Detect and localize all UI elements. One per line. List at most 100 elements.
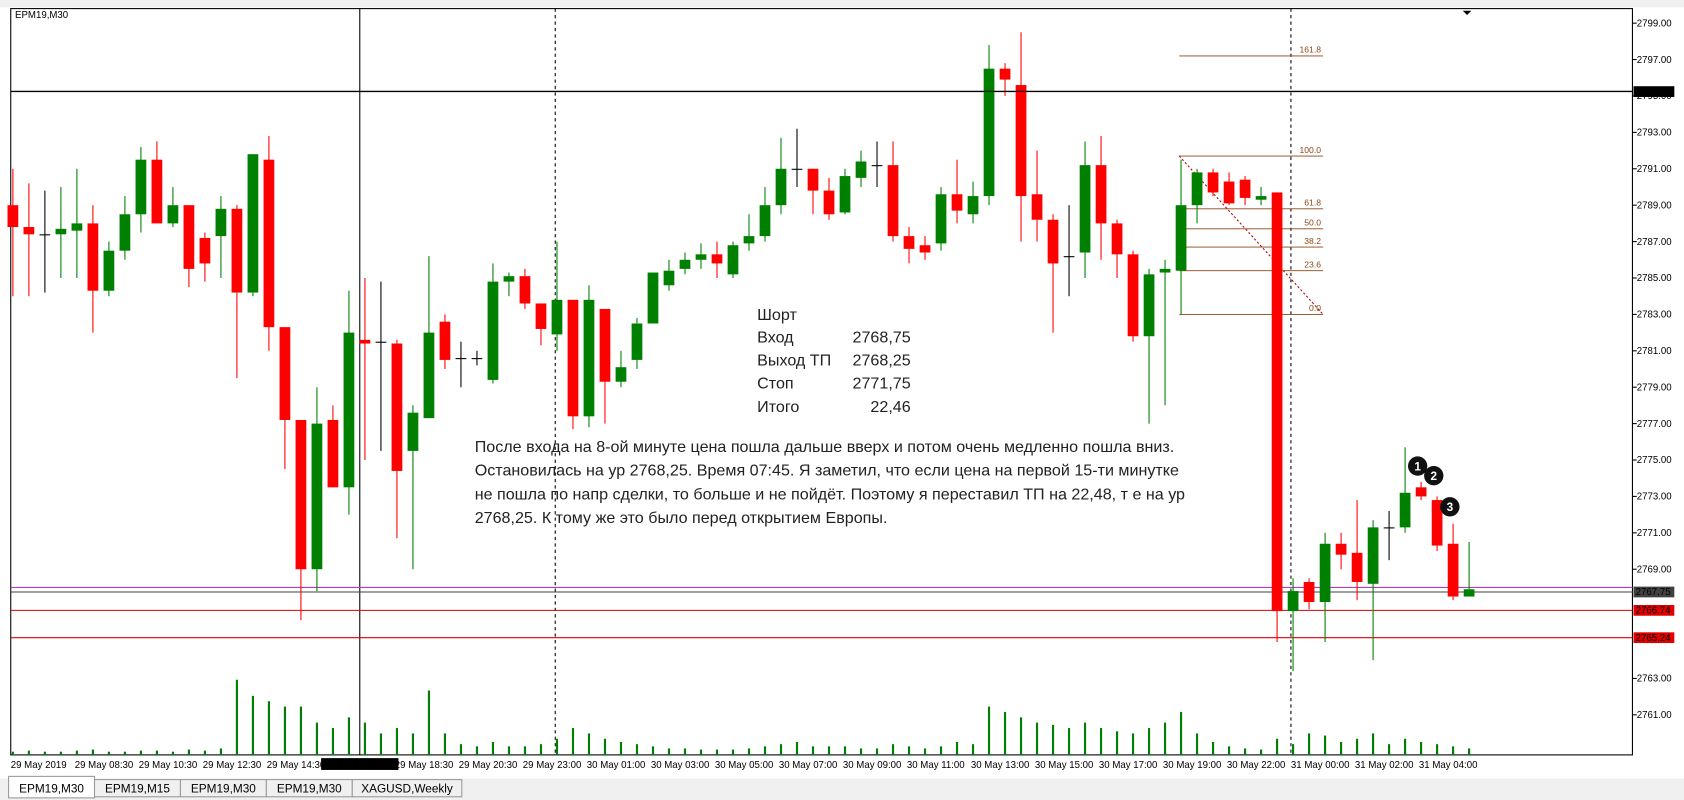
candle-body: [7, 205, 19, 228]
candle-body: [1143, 274, 1155, 337]
marker-circle: [1440, 497, 1460, 517]
x-tick-label: 31 May 00:00: [1291, 760, 1350, 771]
candle-body: [183, 205, 195, 269]
x-tick-label: 31 May 04:00: [1419, 760, 1478, 771]
candle-body: [1399, 492, 1411, 528]
candle-body: [1095, 165, 1107, 224]
candle-body: [903, 236, 915, 249]
candle-body: [471, 358, 483, 360]
candle-body: [391, 343, 403, 471]
candle-body: [631, 323, 643, 360]
candle-body: [215, 208, 227, 237]
y-tick-label: 2785.00: [1637, 273, 1672, 284]
tab-label[interactable]: EPM19,M30: [277, 781, 342, 795]
price-level-label: 2766.74: [1636, 606, 1672, 617]
candle-body: [775, 168, 787, 206]
fib-label: 0.0: [1309, 303, 1321, 313]
x-tick-label: 31 May 02:00: [1355, 760, 1414, 771]
toolbar-strip: [0, 0, 1684, 8]
y-tick-label: 2769.00: [1637, 564, 1672, 575]
candle-body: [935, 194, 947, 244]
price-level-badge: [1633, 86, 1675, 97]
note-row-label: Стоп: [757, 375, 793, 393]
tab-label[interactable]: EPM19,M30: [191, 781, 256, 795]
x-tick-label: 30 May 09:00: [843, 760, 902, 771]
x-tick-label: 30 May 01:00: [587, 760, 646, 771]
x-tick-label: 30 May 17:00: [1099, 760, 1158, 771]
candle-body: [1463, 589, 1475, 597]
candle-body: [567, 299, 579, 417]
x-tick-label: 30 May 03:00: [651, 760, 710, 771]
candle-body: [1415, 487, 1427, 497]
candle-body: [1111, 223, 1123, 255]
candle-body: [1047, 219, 1059, 264]
candle-body: [647, 272, 659, 324]
note-paragraph-line: 2768,25. К тому же это было перед открыт…: [475, 509, 888, 527]
candle-body: [663, 270, 675, 286]
note-row-label: Вход: [757, 329, 794, 347]
candle-body: [599, 308, 611, 382]
candle-body: [1063, 256, 1075, 258]
candle-body: [247, 154, 259, 293]
candle-body: [535, 303, 547, 329]
y-tick-label: 2773.00: [1637, 492, 1672, 503]
candle-body: [951, 194, 963, 211]
candle-body: [439, 321, 451, 360]
candle-body: [887, 165, 899, 237]
candle-body: [583, 299, 595, 417]
candle-body: [1255, 196, 1267, 200]
y-tick-label: 2797.00: [1637, 55, 1672, 66]
tab[interactable]: [351, 779, 463, 798]
candle-body: [119, 214, 131, 251]
candle-body: [1431, 500, 1443, 546]
plot-frame: [10, 8, 1633, 756]
candle-body: [1127, 254, 1139, 337]
candle-body: [1175, 205, 1187, 271]
candle-body: [503, 276, 515, 282]
x-tick-label: 30 May 22:00: [1227, 760, 1286, 771]
candle-body: [919, 245, 931, 253]
candle-body: [311, 423, 323, 570]
tab-label[interactable]: XAGUSD,Weekly: [361, 781, 453, 795]
note-row-value: 2768,25: [853, 352, 911, 370]
tab-label[interactable]: EPM19,M30: [19, 781, 84, 795]
y-tick-label: 2771.00: [1637, 528, 1672, 539]
candle-body: [1223, 181, 1235, 204]
fib-label: 50.0: [1304, 218, 1321, 228]
marker-label: 1: [1414, 459, 1421, 473]
tab-label[interactable]: EPM19,M15: [105, 781, 170, 795]
candle-body: [71, 223, 83, 231]
candle-body: [727, 245, 739, 275]
candle-body: [695, 254, 707, 260]
candle-body: [1239, 179, 1251, 198]
candle-body: [1191, 172, 1203, 206]
candle-body: [327, 419, 339, 488]
candle-body: [1367, 527, 1379, 584]
candle-body: [1335, 543, 1347, 555]
tabs: EPM19,M30 EPM19,M15 EPM19,M30 EPM19,M30 XAGU…: [8, 775, 463, 799]
y-tick-label: 2791.00: [1637, 164, 1672, 175]
candle-body: [39, 234, 51, 236]
note-row-value: 2771,75: [853, 375, 911, 393]
y-tick-label: 2781.00: [1637, 346, 1672, 357]
x-tick-label: 30 May 13:00: [971, 760, 1030, 771]
candle-body: [359, 339, 371, 344]
x-tick-label: 29 May 20:30: [459, 760, 518, 771]
crosshair-badge: [321, 758, 399, 770]
price-level-label: 2767.75: [1636, 587, 1671, 598]
x-tick-label: 29 May 18:30: [395, 760, 454, 771]
note-row-value: 22,46: [870, 398, 910, 416]
crosshair-label: 2019.05.29 17:30: [323, 760, 398, 771]
candle-body: [519, 276, 531, 304]
candle-body: [295, 419, 307, 570]
marker-circle: [1424, 466, 1444, 486]
candle-body: [135, 159, 147, 215]
marker-circle: [1407, 456, 1428, 476]
candle-body: [791, 168, 803, 170]
candle-body: [167, 205, 179, 224]
candle-body: [679, 259, 691, 269]
candle-body: [487, 281, 499, 380]
symbol-label: EPM19,M30: [15, 10, 68, 21]
